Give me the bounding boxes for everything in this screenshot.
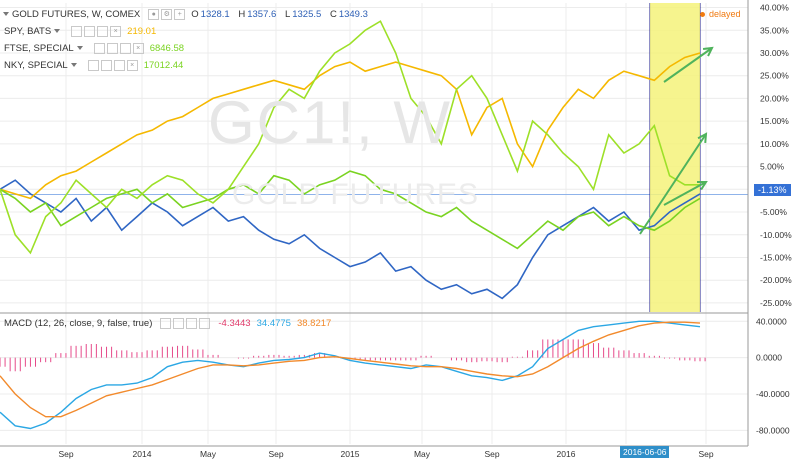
series-line xyxy=(0,20,700,255)
ftse-value: 6846.58 xyxy=(149,42,185,54)
close-icon[interactable]: × xyxy=(132,42,144,54)
macd-value: 34.4775 xyxy=(256,318,291,329)
arrow-line[interactable] xyxy=(639,133,707,235)
x-tick-label: May xyxy=(200,449,217,459)
settings-icon[interactable] xyxy=(173,318,185,329)
legend-spy[interactable]: SPY, BATS × 219.01 xyxy=(0,24,156,38)
x-tick-label: Sep xyxy=(58,449,73,459)
main-symbol-label: GOLD FUTURES, W, COMEX xyxy=(12,8,141,20)
y-tick-label: 15.00% xyxy=(760,116,789,126)
arrow-head-icon xyxy=(702,46,714,57)
series-line xyxy=(0,179,701,300)
x-tick-label: 2015 xyxy=(341,449,360,459)
add-icon[interactable] xyxy=(119,42,131,54)
more-icon[interactable]: + xyxy=(174,8,186,20)
y-tick-label: 25.00% xyxy=(760,71,789,81)
legend-buttons: ● ⚙ + xyxy=(146,8,186,20)
price-badge: -1.13% xyxy=(754,184,791,196)
x-tick-label: Sep xyxy=(484,449,499,459)
eye-icon[interactable] xyxy=(93,42,105,54)
watermark-name: GOLD FUTURES xyxy=(232,178,480,211)
x-tick-label: 2014 xyxy=(133,449,152,459)
arrow-head-icon xyxy=(697,132,708,144)
y-tick-label: 5.00% xyxy=(760,162,785,172)
eye-icon[interactable]: ● xyxy=(148,8,160,20)
x-tick-label: Sep xyxy=(268,449,283,459)
settings-icon[interactable] xyxy=(106,42,118,54)
collapse-arrow-icon[interactable] xyxy=(3,12,9,16)
macd-line xyxy=(0,320,701,430)
arrow-line[interactable] xyxy=(663,47,713,83)
ftse-label: FTSE, SPECIAL xyxy=(4,42,74,54)
y-tick-label: 35.00% xyxy=(760,25,789,35)
y-tick-label: -15.00% xyxy=(760,252,792,262)
x-tick-label: May xyxy=(414,449,431,459)
delayed-status: delayed xyxy=(700,9,741,19)
macd-legend[interactable]: MACD (12, 26, close, 9, false, true) -4.… xyxy=(4,318,331,329)
macd-signal-line xyxy=(0,321,701,418)
annotation-arrows xyxy=(639,46,714,235)
series-line xyxy=(0,52,701,200)
grid xyxy=(0,3,748,444)
x-tick-label: 2016 xyxy=(557,449,576,459)
macd-tick-label: -40.0000 xyxy=(756,389,790,399)
settings-icon[interactable] xyxy=(100,59,112,71)
legend-buttons xyxy=(158,318,211,329)
spy-label: SPY, BATS xyxy=(4,25,52,37)
add-icon[interactable] xyxy=(97,25,109,37)
macd-hist-value: -4.3443 xyxy=(218,318,251,329)
close-icon[interactable] xyxy=(199,318,211,329)
legend-nky[interactable]: NKY, SPECIAL × 17012.44 xyxy=(0,58,183,72)
macd-signal-value: 38.8217 xyxy=(296,318,332,329)
macd-label: MACD (12, 26, close, 9, false, true) xyxy=(4,318,153,329)
collapse-arrow-icon[interactable] xyxy=(70,63,77,67)
series-lines xyxy=(0,20,701,300)
settings-icon[interactable]: ⚙ xyxy=(161,8,173,20)
y-tick-label: -5.00% xyxy=(760,207,787,217)
legend-buttons: × xyxy=(86,59,138,71)
nky-value: 17012.44 xyxy=(143,59,184,71)
y-tick-label: 10.00% xyxy=(760,139,789,149)
x-tick-label: Sep xyxy=(698,449,713,459)
macd-tick-label: 0.0000 xyxy=(756,353,782,363)
collapse-arrow-icon[interactable] xyxy=(54,29,61,33)
arrow-line[interactable] xyxy=(663,181,707,206)
legend-buttons: × xyxy=(69,25,122,37)
y-tick-label: 20.00% xyxy=(760,93,789,103)
legend-ftse[interactable]: FTSE, SPECIAL × 6846.58 xyxy=(0,41,184,55)
settings-icon[interactable] xyxy=(84,25,96,37)
add-icon[interactable] xyxy=(186,318,198,329)
y-tick-label: 30.00% xyxy=(760,48,789,58)
watermark-symbol: GC1!, W xyxy=(208,89,453,156)
highlight-region xyxy=(650,3,700,312)
nky-label: NKY, SPECIAL xyxy=(4,59,68,71)
status-dot-icon xyxy=(700,12,705,18)
legend-main[interactable]: GOLD FUTURES, W, COMEX ● ⚙ + O 1328.1 H 13… xyxy=(0,7,374,21)
close-icon[interactable]: × xyxy=(126,59,138,71)
eye-icon[interactable] xyxy=(71,25,83,37)
close-icon[interactable]: × xyxy=(110,25,122,37)
legend-buttons: × xyxy=(92,42,144,54)
eye-icon[interactable] xyxy=(87,59,99,71)
macd-tick-label: -80.0000 xyxy=(756,425,790,435)
y-tick-label: -20.00% xyxy=(760,275,792,285)
spy-value: 219.01 xyxy=(127,25,157,37)
cursor-date-badge: 2016-06-06 xyxy=(620,446,670,458)
ohlc-values: O 1328.1 H 1357.6 L 1325.5 C 1349.3 xyxy=(191,8,368,20)
arrow-head-icon xyxy=(696,180,708,191)
y-tick-label: 40.00% xyxy=(760,3,789,13)
macd-tick-label: 40.0000 xyxy=(756,316,787,326)
eye-icon[interactable] xyxy=(160,318,172,329)
add-icon[interactable] xyxy=(113,59,125,71)
collapse-arrow-icon[interactable] xyxy=(76,46,83,50)
macd-plot xyxy=(0,320,748,431)
y-tick-label: -25.00% xyxy=(760,298,792,308)
y-tick-label: -10.00% xyxy=(760,230,792,240)
